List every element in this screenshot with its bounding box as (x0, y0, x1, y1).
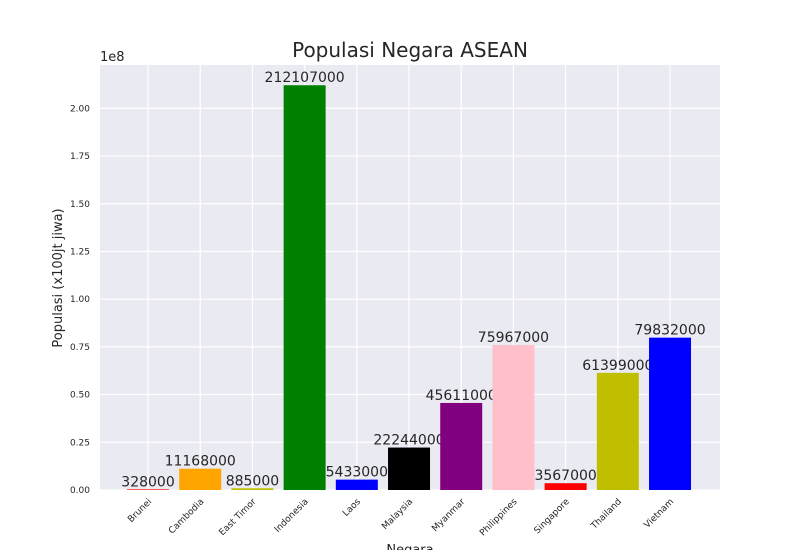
x-tick-label: Myanmar (430, 497, 467, 534)
y-tick-label: 2.00 (70, 104, 90, 114)
y-tick-label: 0.00 (70, 486, 90, 496)
value-label: 11168000 (165, 454, 236, 470)
x-tick-label: Philippines (478, 497, 520, 539)
y-tick-label: 1.75 (70, 152, 90, 162)
value-label: 885000 (226, 473, 279, 489)
bar (440, 402, 483, 490)
bar (283, 85, 326, 490)
value-label: 79832000 (634, 323, 705, 339)
x-tick-label: Cambodia (167, 497, 206, 536)
x-axis-label: Negara (386, 543, 433, 550)
y-tick-label: 1.00 (70, 295, 90, 305)
x-tick-label: Malaysia (380, 497, 415, 532)
y-tick-label: 1.50 (70, 200, 90, 210)
y-axis-label: Populasi (x100jt jiwa) (51, 208, 66, 347)
y-tick-label: 0.25 (70, 438, 90, 448)
x-tick-label: East Timor (218, 497, 259, 538)
value-label: 45611000 (426, 388, 497, 404)
chart-title: Populasi Negara ASEAN (292, 38, 528, 62)
value-label: 3567000 (534, 468, 596, 484)
bar (596, 372, 639, 490)
x-tick-label: Laos (341, 497, 363, 519)
value-label: 61399000 (582, 358, 653, 374)
value-label: 212107000 (265, 70, 345, 86)
value-label: 22244000 (373, 433, 444, 449)
bar (649, 337, 692, 490)
x-tick-label: Vietnam (643, 497, 677, 531)
bar (231, 488, 274, 490)
bar (127, 489, 170, 490)
bar (179, 468, 222, 490)
bar (388, 447, 431, 490)
y-offset-text: 1e8 (100, 50, 125, 65)
x-tick-label: Singapore (533, 497, 573, 537)
bar (544, 483, 587, 490)
bar (335, 479, 378, 490)
y-tick-label: 1.25 (70, 247, 90, 257)
x-tick-label: Brunei (126, 497, 154, 525)
x-tick-label: Indonesia (273, 497, 311, 535)
value-label: 5433000 (326, 465, 388, 481)
value-label: 328000 (121, 474, 174, 490)
x-tick-label: Thailand (589, 497, 624, 532)
y-tick-label: 0.75 (70, 343, 90, 353)
y-tick-label: 0.50 (70, 391, 90, 401)
bar (492, 345, 535, 490)
value-label: 75967000 (478, 330, 549, 346)
